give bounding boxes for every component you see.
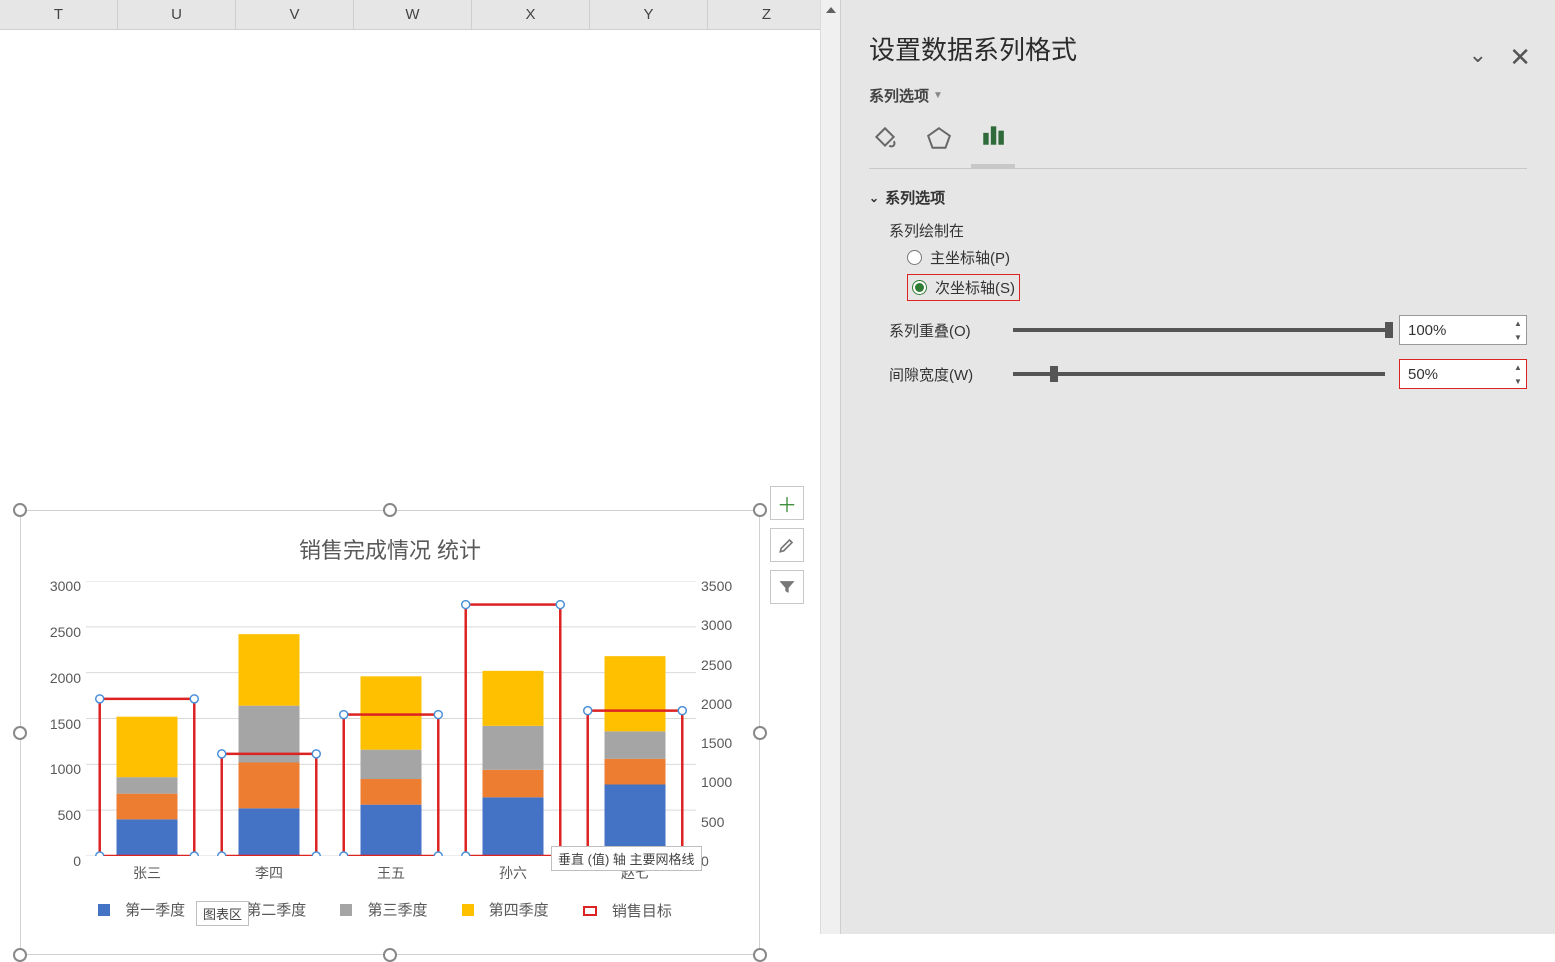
- primary-axis-radio[interactable]: 主坐标轴(P): [907, 247, 1527, 268]
- col-Y[interactable]: Y: [590, 0, 708, 30]
- plus-icon: ＋: [777, 489, 797, 518]
- overlap-slider[interactable]: [1013, 328, 1385, 332]
- fill-tab[interactable]: [869, 122, 901, 154]
- resize-handle[interactable]: [13, 503, 27, 517]
- overlap-label: 系列重叠(O): [889, 320, 999, 341]
- chart-element-buttons: ＋: [770, 486, 806, 612]
- resize-handle[interactable]: [753, 948, 767, 962]
- tooltip-gridline: 垂直 (值) 轴 主要网格线: [551, 846, 702, 871]
- chevron-down-icon: ⌄: [869, 191, 879, 205]
- col-T[interactable]: T: [0, 0, 118, 30]
- series-options-tab[interactable]: [977, 122, 1009, 154]
- gap-value-input[interactable]: 50% ▲▼: [1399, 359, 1527, 389]
- scroll-up-icon[interactable]: [824, 4, 836, 16]
- series-options-section-header[interactable]: ⌄ 系列选项: [869, 187, 1527, 208]
- col-U[interactable]: U: [118, 0, 236, 30]
- resize-handle[interactable]: [13, 726, 27, 740]
- gap-label: 间隙宽度(W): [889, 364, 999, 385]
- resize-handle[interactable]: [383, 503, 397, 517]
- legend-item[interactable]: 第二季度: [246, 899, 306, 920]
- series-options-dropdown[interactable]: 系列选项▼: [869, 85, 1527, 106]
- spin-down-icon[interactable]: ▼: [1510, 330, 1526, 344]
- chevron-down-icon: ▼: [933, 90, 943, 101]
- pane-close-icon[interactable]: ✕: [1509, 42, 1531, 73]
- resize-handle[interactable]: [383, 948, 397, 962]
- pentagon-icon: [926, 125, 952, 151]
- tooltip-chart-area: 图表区: [196, 901, 249, 926]
- legend-item[interactable]: 第四季度: [489, 899, 549, 920]
- vertical-scrollbar[interactable]: [820, 0, 840, 934]
- col-W[interactable]: W: [354, 0, 472, 30]
- gap-slider[interactable]: [1013, 372, 1385, 376]
- chart-object[interactable]: 销售完成情况 统计 050010001500200025003000 05001…: [20, 510, 760, 955]
- plot-area[interactable]: [86, 581, 696, 856]
- legend-item[interactable]: 销售目标: [612, 900, 672, 921]
- chart-filter-button[interactable]: [770, 570, 804, 604]
- secondary-axis-radio[interactable]: 次坐标轴(S): [907, 274, 1020, 301]
- secondary-y-axis[interactable]: 0500100015002000250030003500: [701, 571, 749, 861]
- effects-tab[interactable]: [923, 122, 955, 154]
- plot-on-label: 系列绘制在: [889, 220, 1527, 241]
- legend-item[interactable]: 第三季度: [367, 899, 427, 920]
- spin-up-icon[interactable]: ▲: [1510, 360, 1526, 374]
- gap-width-row: 间隙宽度(W) 50% ▲▼: [889, 359, 1527, 389]
- series-overlap-row: 系列重叠(O) 100% ▲▼: [889, 315, 1527, 345]
- col-Z[interactable]: Z: [708, 0, 826, 30]
- bar-chart-icon: [980, 122, 1006, 148]
- chart-title[interactable]: 销售完成情况 统计: [21, 511, 759, 565]
- pane-title: 设置数据系列格式: [869, 30, 1527, 67]
- col-V[interactable]: V: [236, 0, 354, 30]
- resize-handle[interactable]: [753, 726, 767, 740]
- worksheet-area[interactable]: 销售完成情况 统计 050010001500200025003000 05001…: [0, 30, 820, 934]
- filter-icon: [777, 577, 797, 597]
- overlap-value-input[interactable]: 100% ▲▼: [1399, 315, 1527, 345]
- chart-add-element-button[interactable]: ＋: [770, 486, 804, 520]
- pane-collapse-icon[interactable]: ⌄: [1469, 42, 1487, 68]
- brush-icon: [777, 535, 797, 555]
- column-header-row: T U V W X Y Z: [0, 0, 820, 30]
- chart-style-button[interactable]: [770, 528, 804, 562]
- resize-handle[interactable]: [13, 948, 27, 962]
- spin-down-icon[interactable]: ▼: [1510, 374, 1526, 388]
- format-tab-icons: [869, 122, 1527, 154]
- legend-item[interactable]: 第一季度: [125, 899, 185, 920]
- spin-up-icon[interactable]: ▲: [1510, 316, 1526, 330]
- paint-bucket-icon: [872, 125, 898, 151]
- chart-legend[interactable]: 第一季度 第二季度 第三季度 第四季度 销售目标: [21, 899, 759, 921]
- primary-y-axis[interactable]: 050010001500200025003000: [31, 571, 81, 861]
- col-X[interactable]: X: [472, 0, 590, 30]
- format-series-pane: 设置数据系列格式 ⌄ ✕ 系列选项▼ ⌄ 系列选项 系列绘制在 主坐标轴(P): [840, 0, 1555, 934]
- resize-handle[interactable]: [753, 503, 767, 517]
